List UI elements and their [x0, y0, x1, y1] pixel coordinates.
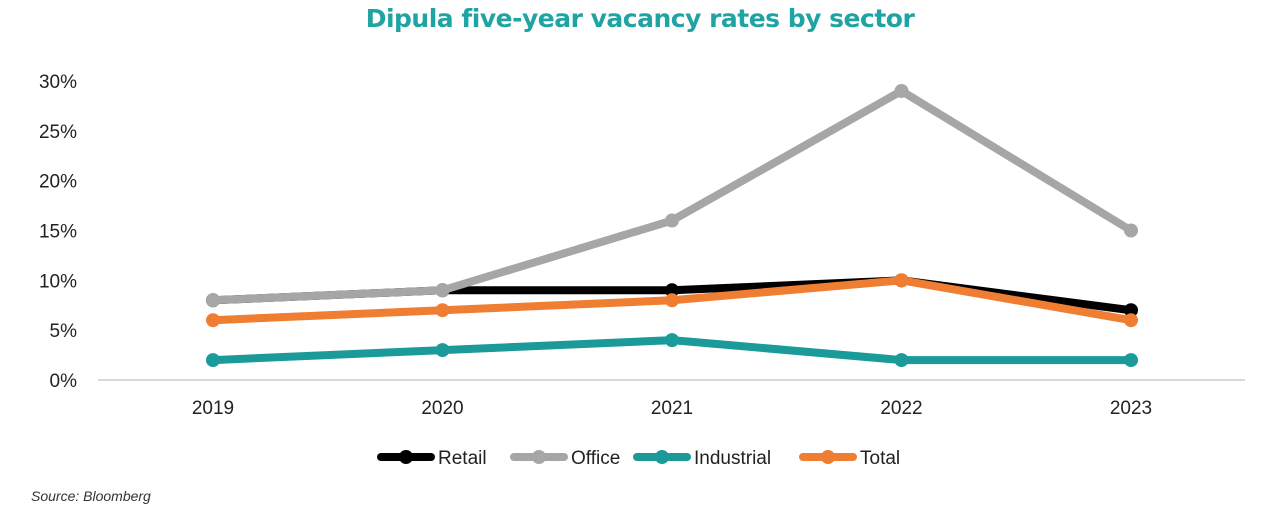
data-point — [665, 213, 679, 228]
data-point — [1124, 353, 1138, 368]
data-point — [1124, 303, 1138, 318]
x-tick-label: 2019 — [192, 398, 234, 419]
data-point — [665, 283, 679, 298]
data-point — [665, 293, 679, 308]
data-point — [1124, 313, 1138, 328]
y-tick-label: 5% — [50, 321, 78, 342]
data-point — [894, 273, 909, 288]
y-tick-label: 20% — [39, 172, 77, 193]
y-tick-label: 25% — [39, 122, 77, 143]
data-point — [894, 83, 909, 98]
series-line — [209, 86, 1135, 305]
legend-marker — [532, 450, 546, 464]
series-office — [206, 83, 1138, 308]
data-point — [435, 303, 450, 318]
series-total — [206, 273, 1138, 328]
x-axis: 2019 2020 2021 2022 2023 — [192, 398, 1152, 419]
data-point — [435, 343, 450, 358]
y-tick-label: 10% — [39, 271, 77, 292]
source-note: Source: Bloomberg — [31, 488, 151, 504]
legend-item-office: Office — [510, 448, 620, 469]
legend-label: Retail — [438, 448, 487, 469]
series-industrial — [206, 333, 1138, 368]
x-tick-label: 2021 — [651, 398, 693, 419]
legend-label: Total — [860, 448, 900, 469]
legend-label: Industrial — [694, 448, 771, 469]
legend-item-retail: Retail — [377, 448, 487, 469]
legend-marker — [821, 450, 835, 464]
y-tick-label: 0% — [50, 371, 78, 392]
data-point — [206, 313, 220, 328]
legend-marker — [399, 450, 413, 464]
legend-marker — [655, 450, 669, 464]
legend-item-industrial: Industrial — [633, 448, 771, 469]
series-layer — [206, 83, 1138, 368]
legend-item-total: Total — [799, 448, 900, 469]
y-tick-label: 15% — [39, 222, 77, 243]
legend-label: Office — [571, 448, 620, 469]
data-point — [206, 353, 220, 368]
data-point — [1124, 223, 1138, 238]
y-axis: 0% 5% 10% 15% 20% 25% 30% — [39, 72, 77, 392]
data-point — [435, 283, 450, 298]
x-tick-label: 2020 — [421, 398, 463, 419]
y-tick-label: 30% — [39, 72, 77, 93]
data-point — [665, 333, 679, 348]
data-point — [894, 353, 909, 368]
chart-title: Dipula five-year vacancy rates by sector — [365, 4, 915, 33]
x-tick-label: 2022 — [880, 398, 922, 419]
x-tick-label: 2023 — [1110, 398, 1152, 419]
legend: Retail Office Industrial Total — [377, 448, 900, 469]
data-point — [206, 293, 220, 308]
